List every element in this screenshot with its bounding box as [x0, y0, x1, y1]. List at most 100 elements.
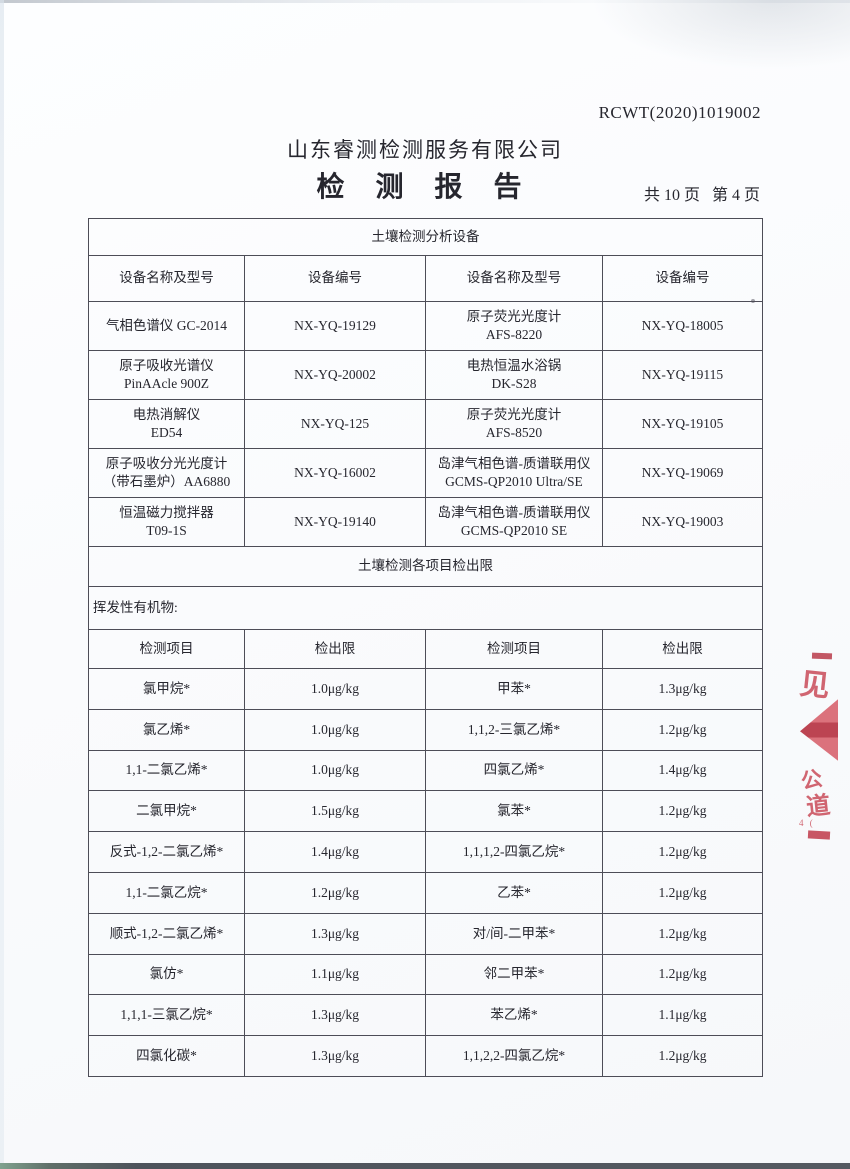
report-number: RCWT(2020)1019002	[598, 103, 761, 122]
equipment-cell: 原子荧光光度计 AFS-8520	[425, 399, 603, 449]
limit-cell: 1.1μg/kg	[244, 953, 426, 996]
limit-cell: 1,1-二氯乙烷*	[88, 871, 245, 914]
scan-top-edge	[0, 0, 850, 3]
equipment-cell: 岛津气相色谱-质谱联用仪 GCMS-QP2010 SE	[425, 497, 603, 547]
limit-cell: 1.3μg/kg	[244, 912, 426, 955]
company-name: 山东睿测检测服务有限公司	[287, 138, 563, 162]
limit-cell: 1,1-二氯乙烯*	[88, 749, 245, 792]
limit-cell: 1.2μg/kg	[602, 790, 763, 833]
equipment-cell: 气相色谱仪 GC-2014	[88, 301, 245, 351]
table-row: 气相色谱仪 GC-2014 NX-YQ-19129 原子荧光光度计 AFS-8220…	[88, 301, 763, 351]
report-title: 检 测 报 告	[316, 172, 534, 203]
equipment-cell: 原子吸收分光光度计 （带石墨炉）AA6880	[88, 448, 245, 498]
report-table: 土壤检测分析设备 设备名称及型号 设备编号 设备名称及型号 设备编号 气相色谱仪 GC-2…	[88, 218, 763, 1077]
scan-shadow-smudge	[590, 0, 850, 70]
category-label-cell: 挥发性有机物:	[88, 586, 763, 630]
limit-cell: 1.0μg/kg	[244, 749, 426, 792]
limit-cell: 对/间-二甲苯*	[425, 912, 603, 955]
table-row: 挥发性有机物:	[88, 586, 763, 630]
limit-cell: 苯乙烯*	[425, 994, 603, 1037]
equipment-cell: NX-YQ-19140	[244, 497, 426, 547]
table-row: 二氯甲烷* 1.5μg/kg 氯苯* 1.2μg/kg	[88, 790, 763, 833]
table-row: 原子吸收光谱仪 PinAAcle 900Z NX-YQ-20002 电热恒温水浴锅 …	[88, 350, 763, 400]
limit-cell: 四氯乙烯*	[425, 749, 603, 792]
limit-cell: 氯乙烯*	[88, 708, 245, 751]
equipment-cell: NX-YQ-125	[244, 399, 426, 449]
column-header-cell: 检测项目	[425, 629, 603, 669]
equipment-cell: NX-YQ-19069	[602, 448, 763, 498]
limit-cell: 1,1,1,2-四氯乙烷*	[425, 831, 603, 873]
limit-cell: 1.2μg/kg	[602, 953, 763, 996]
table-row: 土壤检测各项目检出限	[88, 546, 763, 587]
equipment-cell: NX-YQ-20002	[244, 350, 426, 400]
column-header-cell: 检测项目	[88, 629, 245, 669]
table-row: 电热消解仪 ED54 NX-YQ-125 原子荧光光度计 AFS-8520 NX-YQ…	[88, 399, 763, 449]
table-row: 氯甲烷* 1.0μg/kg 甲苯* 1.3μg/kg	[88, 668, 763, 710]
equipment-cell: 电热恒温水浴锅 DK-S28	[425, 350, 603, 400]
column-header-cell: 检出限	[244, 629, 426, 669]
limits-section-title-cell: 土壤检测各项目检出限	[88, 546, 763, 587]
column-header-cell: 设备名称及型号	[88, 255, 245, 302]
equipment-cell: NX-YQ-19003	[602, 497, 763, 547]
limit-cell: 1.4μg/kg	[602, 749, 763, 792]
scan-left-edge	[0, 0, 4, 1169]
table-row: 设备名称及型号 设备编号 设备名称及型号 设备编号	[88, 255, 763, 302]
limit-cell: 1.4μg/kg	[244, 831, 426, 873]
column-header-cell: 设备编号	[244, 255, 426, 302]
limit-cell: 1.2μg/kg	[602, 1035, 763, 1077]
limit-cell: 1.0μg/kg	[244, 668, 426, 710]
table-row: 顺式-1,2-二氯乙烯* 1.3μg/kg 对/间-二甲苯* 1.2μg/kg	[88, 912, 763, 955]
limit-cell: 乙苯*	[425, 871, 603, 914]
limit-cell: 邻二甲苯*	[425, 953, 603, 996]
column-header-cell: 设备编号	[602, 255, 763, 302]
limit-cell: 1,1,2-三氯乙烯*	[425, 708, 603, 751]
equipment-cell: NX-YQ-16002	[244, 448, 426, 498]
column-header-cell: 检出限	[602, 629, 763, 669]
limit-cell: 1.3μg/kg	[244, 994, 426, 1037]
table-row: 四氯化碳* 1.3μg/kg 1,1,2,2-四氯乙烷* 1.2μg/kg	[88, 1035, 763, 1077]
scan-bottom-strip	[0, 1163, 850, 1169]
column-header-cell: 设备名称及型号	[425, 255, 603, 302]
limit-cell: 1.5μg/kg	[244, 790, 426, 833]
limit-cell: 顺式-1,2-二氯乙烯*	[88, 912, 245, 955]
limit-cell: 1.2μg/kg	[602, 871, 763, 914]
table-row: 反式-1,2-二氯乙烯* 1.4μg/kg 1,1,1,2-四氯乙烷* 1.2μg/k…	[88, 831, 763, 873]
stamp-bar-bottom	[807, 830, 831, 840]
equipment-cell: NX-YQ-19129	[244, 301, 426, 351]
equipment-cell: 岛津气相色谱-质谱联用仪 GCMS-QP2010 Ultra/SE	[425, 448, 603, 498]
table-row: 1,1-二氯乙烷* 1.2μg/kg 乙苯* 1.2μg/kg	[88, 871, 763, 914]
limit-cell: 氯甲烷*	[88, 668, 245, 710]
table-row: 氯乙烯* 1.0μg/kg 1,1,2-三氯乙烯* 1.2μg/kg	[88, 708, 763, 751]
limit-cell: 1,1,1-三氯乙烷*	[88, 994, 245, 1037]
stamp-character-fragment: 道	[805, 792, 832, 822]
limit-cell: 1.1μg/kg	[602, 994, 763, 1037]
limit-cell: 1.3μg/kg	[602, 668, 763, 710]
equipment-cell: NX-YQ-18005	[602, 301, 763, 351]
equipment-cell: 恒温磁力搅拌器 T09-1S	[88, 497, 245, 547]
equipment-cell: NX-YQ-19115	[602, 350, 763, 400]
table-row: 1,1,1-三氯乙烷* 1.3μg/kg 苯乙烯* 1.1μg/kg	[88, 994, 763, 1037]
table-row: 检测项目 检出限 检测项目 检出限	[88, 629, 763, 669]
table-row: 原子吸收分光光度计 （带石墨炉）AA6880 NX-YQ-16002 岛津气相色谱-…	[88, 448, 763, 498]
limit-cell: 1.2μg/kg	[602, 912, 763, 955]
page-count: 共 10 页 第 4 页	[643, 187, 760, 204]
equipment-cell: 原子吸收光谱仪 PinAAcle 900Z	[88, 350, 245, 400]
limit-cell: 甲苯*	[425, 668, 603, 710]
table-row: 氯仿* 1.1μg/kg 邻二甲苯* 1.2μg/kg	[88, 953, 763, 996]
limit-cell: 反式-1,2-二氯乙烯*	[88, 831, 245, 873]
stamp-bar-top	[811, 652, 833, 660]
table-row: 1,1-二氯乙烯* 1.0μg/kg 四氯乙烯* 1.4μg/kg	[88, 749, 763, 792]
limit-cell: 1.2μg/kg	[602, 708, 763, 751]
limit-cell: 二氯甲烷*	[88, 790, 245, 833]
limit-cell: 1,1,2,2-四氯乙烷*	[425, 1035, 603, 1077]
equipment-cell: NX-YQ-19105	[602, 399, 763, 449]
limit-cell: 1.2μg/kg	[244, 871, 426, 914]
table-row: 恒温磁力搅拌器 T09-1S NX-YQ-19140 岛津气相色谱-质谱联用仪 GC…	[88, 497, 763, 547]
equipment-cell: 原子荧光光度计 AFS-8220	[425, 301, 603, 351]
limit-cell: 1.3μg/kg	[244, 1035, 426, 1077]
limit-cell: 氯苯*	[425, 790, 603, 833]
table-row: 土壤检测分析设备	[88, 218, 763, 256]
stamp-small-marks: 4 (	[799, 818, 815, 828]
report-table-body: 土壤检测分析设备 设备名称及型号 设备编号 设备名称及型号 设备编号 气相色谱仪 GC-2…	[88, 218, 763, 1077]
